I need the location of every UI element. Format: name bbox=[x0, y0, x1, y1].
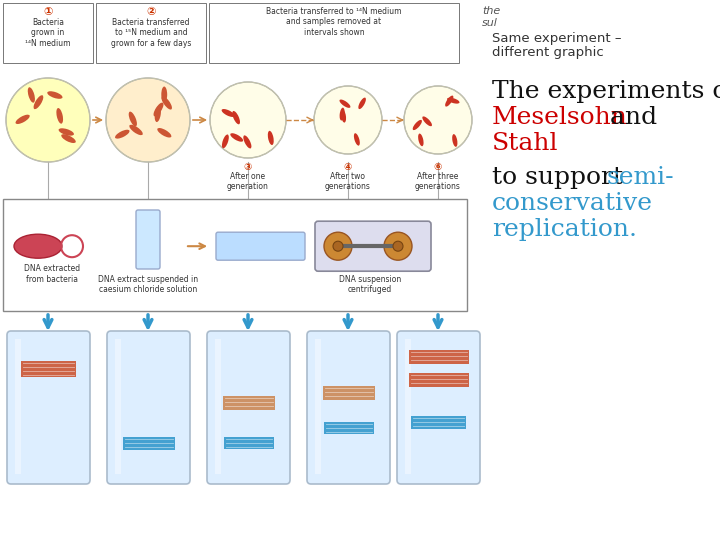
Bar bbox=[222, 396, 274, 410]
Ellipse shape bbox=[34, 95, 43, 109]
Bar bbox=[115, 339, 121, 474]
Text: After one
generation: After one generation bbox=[227, 172, 269, 191]
FancyBboxPatch shape bbox=[3, 199, 467, 311]
Bar bbox=[223, 436, 274, 449]
FancyBboxPatch shape bbox=[7, 331, 90, 484]
Ellipse shape bbox=[58, 129, 74, 136]
Text: and: and bbox=[602, 106, 657, 129]
Ellipse shape bbox=[61, 134, 76, 143]
Text: Bacteria
grown in
¹⁴N medium: Bacteria grown in ¹⁴N medium bbox=[25, 18, 71, 48]
Ellipse shape bbox=[445, 96, 454, 106]
Text: DNA extract suspended in
caesium chloride solution: DNA extract suspended in caesium chlorid… bbox=[98, 275, 198, 294]
Text: After three
generations: After three generations bbox=[415, 172, 461, 191]
Text: ②: ② bbox=[146, 7, 156, 17]
Ellipse shape bbox=[129, 112, 137, 126]
Text: ①: ① bbox=[43, 7, 53, 17]
Bar bbox=[408, 349, 469, 363]
Ellipse shape bbox=[222, 109, 235, 117]
Ellipse shape bbox=[14, 234, 62, 258]
Ellipse shape bbox=[153, 103, 163, 116]
Text: semi-: semi- bbox=[607, 166, 675, 189]
Ellipse shape bbox=[233, 111, 240, 124]
Bar bbox=[15, 339, 21, 474]
Text: conservative: conservative bbox=[492, 192, 653, 215]
FancyBboxPatch shape bbox=[207, 331, 290, 484]
Text: ③: ③ bbox=[244, 162, 252, 172]
Bar bbox=[323, 422, 374, 434]
Text: DNA suspension
centrifuged: DNA suspension centrifuged bbox=[339, 275, 401, 294]
Bar bbox=[122, 436, 174, 449]
Text: replication.: replication. bbox=[492, 218, 637, 241]
Ellipse shape bbox=[339, 99, 351, 108]
Text: ④: ④ bbox=[344, 162, 352, 172]
Ellipse shape bbox=[28, 87, 35, 103]
Circle shape bbox=[106, 78, 190, 162]
FancyBboxPatch shape bbox=[3, 3, 93, 63]
FancyBboxPatch shape bbox=[136, 210, 160, 269]
Bar bbox=[405, 339, 411, 474]
FancyBboxPatch shape bbox=[307, 331, 390, 484]
Circle shape bbox=[314, 86, 382, 154]
Ellipse shape bbox=[16, 114, 30, 124]
Circle shape bbox=[210, 82, 286, 158]
FancyBboxPatch shape bbox=[315, 221, 431, 271]
Bar bbox=[408, 373, 469, 387]
Circle shape bbox=[324, 232, 352, 260]
FancyBboxPatch shape bbox=[209, 3, 459, 63]
FancyBboxPatch shape bbox=[216, 232, 305, 260]
Text: Bacteria transferred
to ¹⁵N medium and
grown for a few days: Bacteria transferred to ¹⁵N medium and g… bbox=[111, 18, 192, 48]
Text: After two
generations: After two generations bbox=[325, 172, 371, 191]
Ellipse shape bbox=[423, 117, 432, 126]
Text: Stahl: Stahl bbox=[492, 132, 559, 155]
Ellipse shape bbox=[341, 110, 346, 123]
Circle shape bbox=[6, 78, 90, 162]
Bar bbox=[215, 339, 221, 474]
Text: ⑥: ⑥ bbox=[434, 162, 442, 172]
Ellipse shape bbox=[418, 133, 423, 146]
Ellipse shape bbox=[452, 134, 457, 147]
Circle shape bbox=[404, 86, 472, 154]
Ellipse shape bbox=[447, 98, 459, 104]
FancyBboxPatch shape bbox=[397, 331, 480, 484]
Ellipse shape bbox=[161, 86, 167, 103]
Text: DNA extracted
from bacteria: DNA extracted from bacteria bbox=[24, 264, 80, 284]
Text: The experiments of: The experiments of bbox=[492, 80, 720, 103]
Circle shape bbox=[384, 232, 412, 260]
Ellipse shape bbox=[130, 125, 143, 135]
Text: the: the bbox=[482, 6, 500, 16]
Text: Same experiment –: Same experiment – bbox=[492, 32, 621, 45]
Text: to support: to support bbox=[492, 166, 631, 189]
Text: Meselsohn: Meselsohn bbox=[492, 106, 628, 129]
Ellipse shape bbox=[413, 120, 422, 130]
Bar bbox=[315, 339, 321, 474]
Ellipse shape bbox=[222, 134, 229, 149]
Circle shape bbox=[393, 241, 403, 251]
Text: sul: sul bbox=[482, 18, 498, 28]
Ellipse shape bbox=[155, 106, 161, 122]
Ellipse shape bbox=[268, 131, 274, 145]
Bar bbox=[323, 386, 374, 400]
Ellipse shape bbox=[340, 107, 345, 120]
Ellipse shape bbox=[161, 96, 172, 110]
Ellipse shape bbox=[354, 133, 360, 146]
Bar bbox=[411, 416, 466, 429]
Ellipse shape bbox=[48, 91, 63, 99]
Text: different graphic: different graphic bbox=[492, 46, 604, 59]
Ellipse shape bbox=[56, 108, 63, 124]
Circle shape bbox=[333, 241, 343, 251]
Text: Bacteria transferred to ¹⁴N medium
and samples removed at
intervals shown: Bacteria transferred to ¹⁴N medium and s… bbox=[266, 7, 402, 37]
Ellipse shape bbox=[359, 98, 366, 109]
FancyBboxPatch shape bbox=[96, 3, 206, 63]
Ellipse shape bbox=[115, 130, 130, 139]
Bar bbox=[21, 361, 76, 377]
FancyBboxPatch shape bbox=[107, 331, 190, 484]
Ellipse shape bbox=[230, 133, 243, 141]
Ellipse shape bbox=[243, 136, 251, 148]
Ellipse shape bbox=[157, 128, 171, 138]
